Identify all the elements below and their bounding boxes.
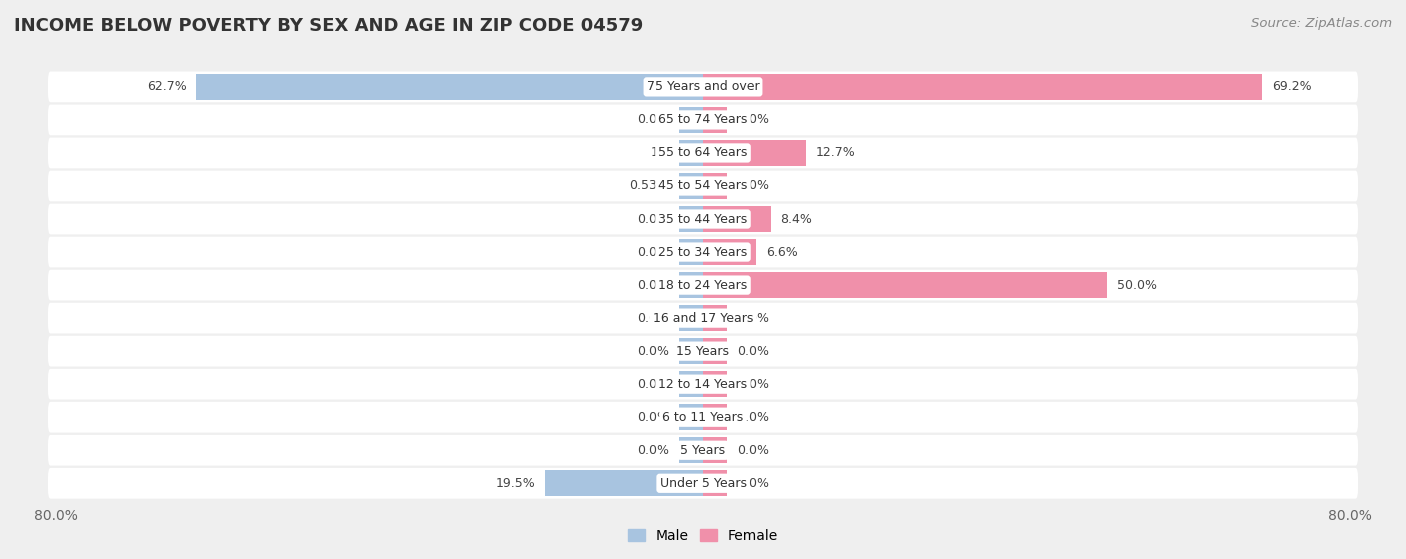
Bar	[703, 140, 806, 166]
Bar	[703, 437, 727, 463]
Text: 0.0%: 0.0%	[737, 113, 769, 126]
Text: 62.7%: 62.7%	[146, 80, 187, 93]
Text: 45 to 54 Years: 45 to 54 Years	[658, 179, 748, 192]
FancyBboxPatch shape	[48, 468, 1358, 499]
FancyBboxPatch shape	[48, 435, 1358, 466]
Text: 0.0%: 0.0%	[637, 345, 669, 358]
Text: 0.0%: 0.0%	[737, 179, 769, 192]
Text: 0.0%: 0.0%	[637, 212, 669, 225]
Text: 0.0%: 0.0%	[637, 378, 669, 391]
Bar	[703, 173, 727, 199]
FancyBboxPatch shape	[48, 369, 1358, 400]
Text: 75 Years and over: 75 Years and over	[647, 80, 759, 93]
Bar	[703, 239, 756, 265]
Bar	[679, 107, 703, 133]
Bar	[703, 206, 770, 232]
Text: 65 to 74 Years: 65 to 74 Years	[658, 113, 748, 126]
FancyBboxPatch shape	[48, 402, 1358, 433]
Text: 18 to 24 Years: 18 to 24 Years	[658, 278, 748, 292]
Bar	[679, 305, 703, 331]
Bar	[679, 239, 703, 265]
Text: 25 to 34 Years: 25 to 34 Years	[658, 245, 748, 259]
Text: 35 to 44 Years: 35 to 44 Years	[658, 212, 748, 225]
Text: 0.0%: 0.0%	[737, 345, 769, 358]
Text: 0.0%: 0.0%	[637, 278, 669, 292]
Bar	[679, 371, 703, 397]
Bar	[679, 404, 703, 430]
Text: 0.0%: 0.0%	[637, 113, 669, 126]
Bar	[703, 471, 727, 496]
Text: 0.0%: 0.0%	[737, 444, 769, 457]
Text: 16 and 17 Years: 16 and 17 Years	[652, 311, 754, 325]
Text: 0.0%: 0.0%	[637, 411, 669, 424]
Bar	[195, 74, 703, 100]
Text: 0.0%: 0.0%	[637, 245, 669, 259]
Bar	[679, 140, 703, 166]
Bar	[703, 338, 727, 364]
Bar	[703, 305, 727, 331]
Text: 6.6%: 6.6%	[766, 245, 797, 259]
Bar	[679, 272, 703, 298]
FancyBboxPatch shape	[48, 203, 1358, 234]
Bar	[679, 173, 703, 199]
Text: 50.0%: 50.0%	[1116, 278, 1157, 292]
Text: 0.0%: 0.0%	[637, 311, 669, 325]
Text: 55 to 64 Years: 55 to 64 Years	[658, 146, 748, 159]
FancyBboxPatch shape	[48, 270, 1358, 300]
Bar	[703, 74, 1263, 100]
Text: Under 5 Years: Under 5 Years	[659, 477, 747, 490]
Text: 19.5%: 19.5%	[496, 477, 536, 490]
Text: INCOME BELOW POVERTY BY SEX AND AGE IN ZIP CODE 04579: INCOME BELOW POVERTY BY SEX AND AGE IN Z…	[14, 17, 644, 35]
Legend: Male, Female: Male, Female	[623, 523, 783, 548]
Bar	[703, 107, 727, 133]
FancyBboxPatch shape	[48, 138, 1358, 168]
FancyBboxPatch shape	[48, 303, 1358, 334]
Bar	[703, 371, 727, 397]
Text: 0.0%: 0.0%	[637, 444, 669, 457]
Text: 8.4%: 8.4%	[780, 212, 813, 225]
Bar	[679, 437, 703, 463]
FancyBboxPatch shape	[48, 236, 1358, 267]
Text: 0.0%: 0.0%	[737, 378, 769, 391]
Text: 5 Years: 5 Years	[681, 444, 725, 457]
Text: 6 to 11 Years: 6 to 11 Years	[662, 411, 744, 424]
FancyBboxPatch shape	[48, 105, 1358, 135]
FancyBboxPatch shape	[48, 336, 1358, 367]
Text: 1.3%: 1.3%	[651, 146, 683, 159]
Text: 12 to 14 Years: 12 to 14 Years	[658, 378, 748, 391]
Text: 0.0%: 0.0%	[737, 411, 769, 424]
FancyBboxPatch shape	[48, 72, 1358, 102]
Bar	[679, 338, 703, 364]
Text: 0.0%: 0.0%	[737, 311, 769, 325]
Text: 0.0%: 0.0%	[737, 477, 769, 490]
Bar	[546, 471, 703, 496]
Text: 15 Years: 15 Years	[676, 345, 730, 358]
Text: Source: ZipAtlas.com: Source: ZipAtlas.com	[1251, 17, 1392, 30]
Bar	[703, 272, 1108, 298]
Text: 12.7%: 12.7%	[815, 146, 855, 159]
Text: 69.2%: 69.2%	[1272, 80, 1312, 93]
Text: 0.53%: 0.53%	[628, 179, 669, 192]
Bar	[679, 206, 703, 232]
Bar	[703, 404, 727, 430]
FancyBboxPatch shape	[48, 170, 1358, 201]
